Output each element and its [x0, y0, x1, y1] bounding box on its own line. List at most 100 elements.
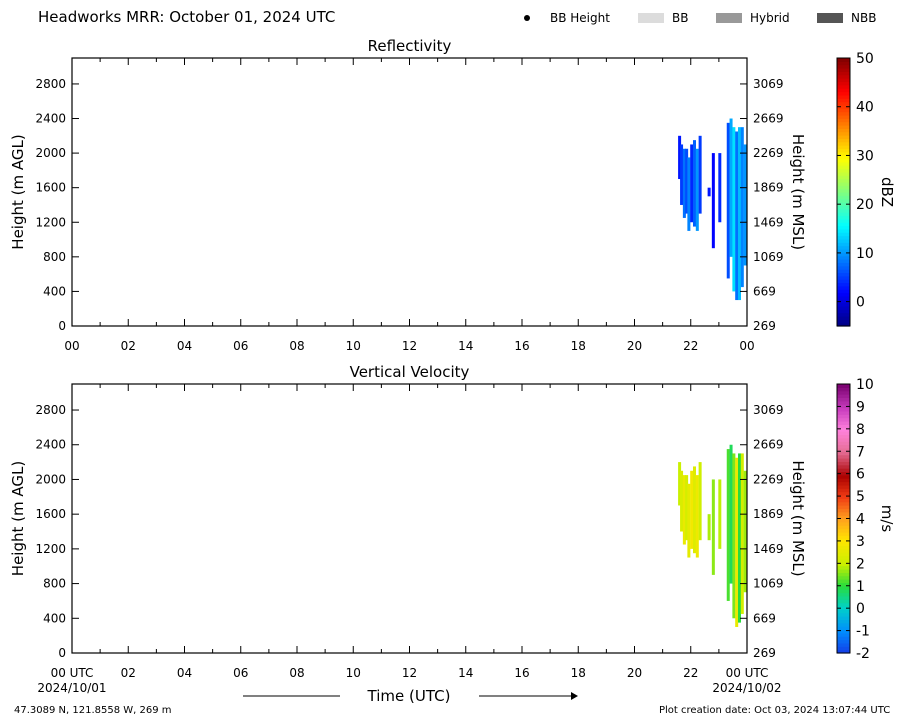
colorbar-tick-label: 10 [856, 246, 874, 262]
colorbar-segment [837, 619, 850, 624]
colorbar-segment [837, 299, 850, 304]
colorbar-segment [837, 265, 850, 270]
creation-date-text: Plot creation date: Oct 03, 2024 13:07:4… [659, 705, 891, 716]
colorbar-segment [837, 599, 850, 604]
y-tick-right-label: 2669 [753, 438, 784, 452]
colorbar-segment [837, 384, 850, 388]
colorbar-segment [837, 141, 850, 146]
x-tick-label: 02 [121, 339, 136, 353]
colorbar-segment [837, 74, 850, 79]
colorbar-segment [837, 232, 850, 237]
y-tick-label: 400 [43, 611, 66, 625]
x-tick-label: 18 [571, 666, 586, 680]
data-column [726, 122, 730, 279]
colorbar-segment [837, 202, 850, 206]
y-tick-label: 1600 [35, 181, 66, 195]
colorbar-segment [837, 138, 850, 143]
colorbar-segment [837, 525, 850, 530]
colorbar-label: m/s [878, 505, 896, 533]
colorbar-label: dBZ [878, 177, 896, 207]
colorbar-segment [837, 394, 850, 399]
colorbar-segment [837, 461, 850, 466]
colorbar-segment [837, 629, 850, 634]
colorbar-segment [837, 259, 850, 263]
colorbar-segment [837, 434, 850, 439]
colorbar-segment [837, 464, 850, 469]
data-column [690, 144, 694, 223]
y-tick-right-label: 669 [753, 611, 776, 625]
data-column [732, 127, 736, 292]
colorbar-segment [837, 431, 850, 436]
colorbar-segment [837, 501, 850, 506]
legend-label: NBB [851, 11, 877, 25]
colorbar-segment [837, 420, 850, 425]
colorbar-segment [837, 545, 850, 550]
colorbar-segment [837, 269, 850, 273]
colorbar-segment [837, 491, 850, 496]
colorbar-segment [837, 468, 850, 473]
colorbar-segment [837, 572, 850, 577]
colorbar-segment [837, 248, 850, 253]
colorbar-segment [837, 289, 850, 294]
colorbar-segment [837, 542, 850, 546]
colorbar-tick-label: 50 [856, 51, 874, 67]
colorbar-segment [837, 498, 850, 503]
colorbar-segment [837, 238, 850, 243]
colorbar-segment [837, 61, 850, 66]
x-tick-label: 04 [177, 339, 192, 353]
plot-frame [71, 383, 748, 654]
colorbar-segment [837, 387, 850, 392]
colorbar-segment [837, 208, 850, 213]
colorbar-frame [836, 57, 851, 327]
colorbar-segment [837, 252, 850, 257]
data-column [726, 449, 730, 601]
colorbar-segment [837, 649, 850, 654]
colorbar-segment [837, 579, 850, 583]
colorbar-segment [837, 646, 850, 651]
colorbar-segment [837, 145, 850, 150]
colorbar-segment [837, 568, 850, 573]
data-column [682, 148, 686, 218]
x-tick-label: 20 [627, 339, 642, 353]
colorbar-segment [837, 225, 850, 230]
data-column [738, 453, 741, 623]
colorbar-segment [837, 242, 850, 247]
colorbar-segment [837, 118, 850, 123]
data-column [738, 127, 741, 301]
colorbar-segment [837, 282, 850, 287]
colorbar-segment [837, 262, 850, 267]
colorbar-segment [837, 245, 850, 250]
end-date-label: 2024/10/02 [712, 681, 781, 695]
x-tick-label: 20 [627, 666, 642, 680]
data-column [678, 462, 682, 506]
colorbar-segment [837, 315, 850, 320]
y-tick-right-label: 1869 [753, 507, 784, 521]
colorbar-tick-label: 4 [856, 512, 865, 528]
colorbar-segment [837, 552, 850, 557]
x-tick-label: 00 [739, 339, 754, 353]
colorbar-segment [837, 508, 850, 513]
colorbar-segment [837, 589, 850, 594]
data-column [735, 457, 739, 627]
data-column [685, 148, 689, 214]
y-tick-right-label: 1069 [753, 250, 784, 264]
colorbar-segment [837, 478, 850, 483]
colorbar-tick-label: 0 [856, 601, 865, 617]
colorbar-segment [837, 400, 850, 405]
data-column [695, 475, 699, 558]
colorbar-tick-label: 7 [856, 444, 865, 460]
colorbar-segment [837, 636, 850, 641]
colorbar-segment [837, 285, 850, 290]
colorbar-tick-label: 3 [856, 534, 865, 550]
colorbar-segment [837, 114, 850, 119]
colorbar-segment [837, 471, 850, 476]
data-column [729, 444, 733, 584]
data-column [680, 144, 684, 205]
colorbar-tick-label: 40 [856, 100, 874, 116]
legend-dot-icon [524, 15, 530, 21]
colorbar-segment [837, 585, 850, 590]
y-tick-right-label: 1469 [753, 542, 784, 556]
x-tick-label: 18 [571, 339, 586, 353]
y-tick-label: 1600 [35, 507, 66, 521]
colorbar-segment [837, 626, 850, 631]
